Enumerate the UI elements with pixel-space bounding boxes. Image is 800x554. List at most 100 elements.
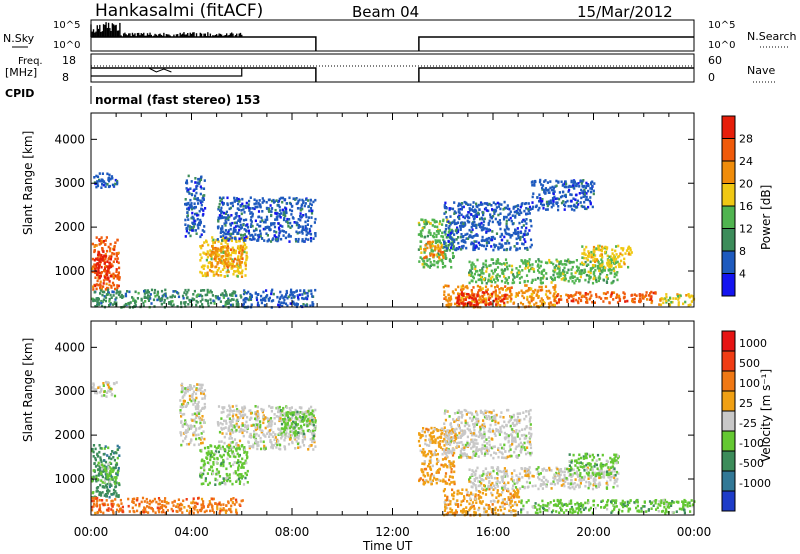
- data-cell: [545, 277, 548, 280]
- data-cell: [451, 230, 454, 233]
- data-cell: [195, 433, 198, 437]
- data-cell: [454, 296, 458, 300]
- data-cell: [525, 202, 528, 205]
- data-cell: [236, 444, 239, 448]
- data-cell: [433, 218, 436, 222]
- data-cell: [257, 293, 260, 296]
- data-cell: [301, 432, 304, 435]
- data-cell: [417, 248, 420, 251]
- data-cell: [481, 281, 484, 285]
- data-cell: [147, 297, 150, 300]
- data-cell: [247, 203, 250, 206]
- data-cell: [644, 294, 648, 297]
- data-cell: [273, 438, 276, 442]
- data-cell: [244, 264, 247, 267]
- data-cell: [227, 214, 230, 217]
- data-cell: [631, 293, 634, 297]
- data-cell: [610, 260, 613, 264]
- data-cell: [229, 434, 232, 437]
- data-cell: [313, 440, 316, 444]
- data-cell: [211, 455, 214, 459]
- data-cell: [594, 268, 597, 272]
- data-cell: [202, 421, 206, 424]
- data-cell: [555, 264, 558, 267]
- data-cell: [551, 196, 555, 200]
- data-cell: [275, 236, 278, 239]
- data-cell: [147, 299, 151, 302]
- data-cell: [218, 253, 221, 257]
- data-cell: [204, 207, 207, 210]
- data-cell: [604, 292, 608, 296]
- data-cell: [447, 226, 450, 230]
- data-cell: [101, 491, 104, 494]
- data-cell: [278, 419, 281, 423]
- data-cell: [188, 298, 191, 302]
- data-cell: [198, 294, 201, 298]
- data-cell: [450, 302, 453, 306]
- data-cell: [105, 395, 108, 398]
- data-cell: [91, 476, 94, 479]
- data-cell: [247, 229, 250, 233]
- data-cell: [100, 388, 103, 391]
- data-cell: [563, 203, 566, 206]
- data-cell: [492, 299, 496, 303]
- data-cell: [261, 197, 264, 200]
- data-cell: [108, 261, 111, 265]
- data-cell: [270, 406, 273, 409]
- data-cell: [117, 504, 121, 508]
- data-cell: [210, 291, 213, 294]
- data-cell: [421, 229, 424, 232]
- data-cell: [572, 297, 575, 301]
- data-cell: [550, 205, 553, 209]
- data-cell: [229, 294, 233, 297]
- data-cell: [128, 510, 131, 513]
- data-cell: [190, 394, 194, 397]
- data-cell: [206, 288, 209, 292]
- data-cell: [108, 255, 111, 258]
- data-cell: [299, 212, 302, 215]
- data-cell: [202, 198, 205, 201]
- cpid-label: CPID: [5, 87, 34, 100]
- data-cell: [483, 239, 486, 242]
- data-cell: [295, 230, 298, 234]
- data-cell: [618, 298, 622, 301]
- data-cell: [279, 230, 282, 233]
- data-cell: [525, 226, 528, 230]
- data-cell: [531, 290, 534, 293]
- data-cell: [269, 204, 272, 207]
- data-cell: [198, 209, 201, 213]
- data-cell: [280, 212, 283, 215]
- data-cell: [195, 427, 198, 430]
- data-cell: [250, 238, 253, 241]
- data-cell: [482, 262, 485, 265]
- data-cell: [613, 259, 616, 262]
- data-cell: [621, 253, 624, 257]
- data-cell: [236, 262, 239, 265]
- data-cell: [495, 277, 498, 280]
- data-cell: [220, 242, 223, 245]
- data-cell: [226, 248, 229, 252]
- data-cell: [433, 225, 436, 228]
- ytick-label: 4000: [54, 132, 85, 146]
- data-cell: [306, 292, 309, 295]
- data-cell: [109, 257, 112, 261]
- data-cell: [235, 221, 238, 225]
- data-cell: [236, 447, 239, 450]
- data-cell: [574, 271, 577, 275]
- data-cell: [240, 209, 243, 212]
- data-cell: [97, 269, 100, 272]
- data-cell: [189, 506, 192, 510]
- data-cell: [588, 253, 591, 257]
- data-cell: [240, 275, 244, 278]
- data-cell: [203, 230, 206, 233]
- data-cell: [561, 263, 564, 266]
- data-cell: [94, 265, 97, 269]
- data-cell: [517, 236, 520, 240]
- data-cell: [595, 293, 598, 296]
- data-cell: [199, 389, 202, 392]
- data-cell: [201, 197, 204, 200]
- data-cell: [233, 461, 236, 464]
- data-cell: [493, 237, 496, 240]
- data-cell: [518, 213, 521, 216]
- data-cell: [241, 197, 244, 201]
